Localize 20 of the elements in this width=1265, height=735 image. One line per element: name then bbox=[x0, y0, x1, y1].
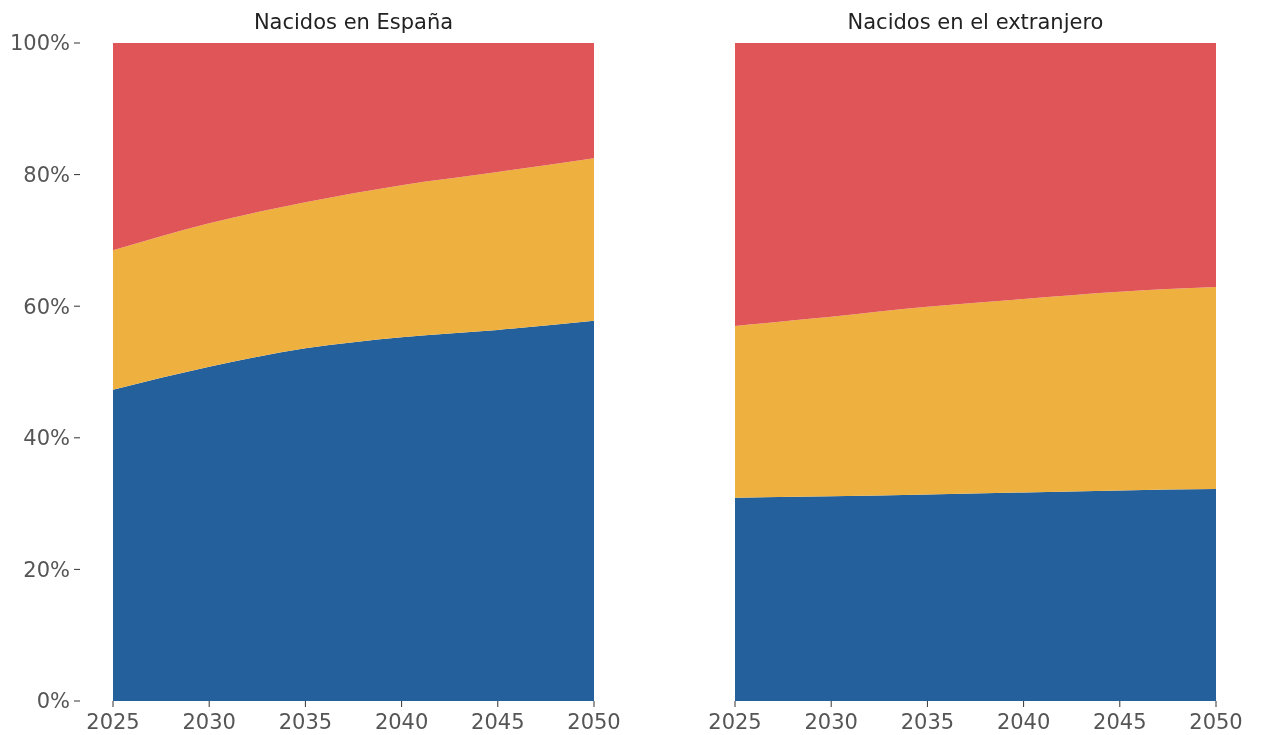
y-tick-label: 100% bbox=[9, 31, 70, 56]
y-tick-label: 20% bbox=[23, 557, 70, 582]
chart-title: Nacidos en España bbox=[253, 10, 454, 34]
y-tick-label: 0% bbox=[36, 689, 70, 714]
x-tick-label: 2030 bbox=[182, 710, 236, 734]
x-tick-label: 2035 bbox=[278, 710, 333, 734]
x-tick-label: 2045 bbox=[471, 710, 525, 734]
y-tick-label: 60% bbox=[23, 294, 70, 319]
x-tick-label: 2025 bbox=[86, 710, 140, 734]
x-tick-label: 2030 bbox=[804, 710, 858, 734]
y-tick-label: 80% bbox=[23, 162, 70, 187]
x-tick-label: 2025 bbox=[708, 710, 762, 734]
chart-title: Nacidos en el extranjero bbox=[847, 10, 1104, 34]
x-tick-label: 2045 bbox=[1093, 710, 1147, 734]
x-tick-label: 2040 bbox=[374, 710, 429, 734]
y-tick-label: 40% bbox=[23, 426, 70, 451]
x-tick-label: 2050 bbox=[1189, 710, 1243, 734]
x-tick-label: 2050 bbox=[567, 710, 621, 734]
x-tick-label: 2035 bbox=[900, 710, 955, 734]
x-tick-label: 2040 bbox=[996, 710, 1051, 734]
